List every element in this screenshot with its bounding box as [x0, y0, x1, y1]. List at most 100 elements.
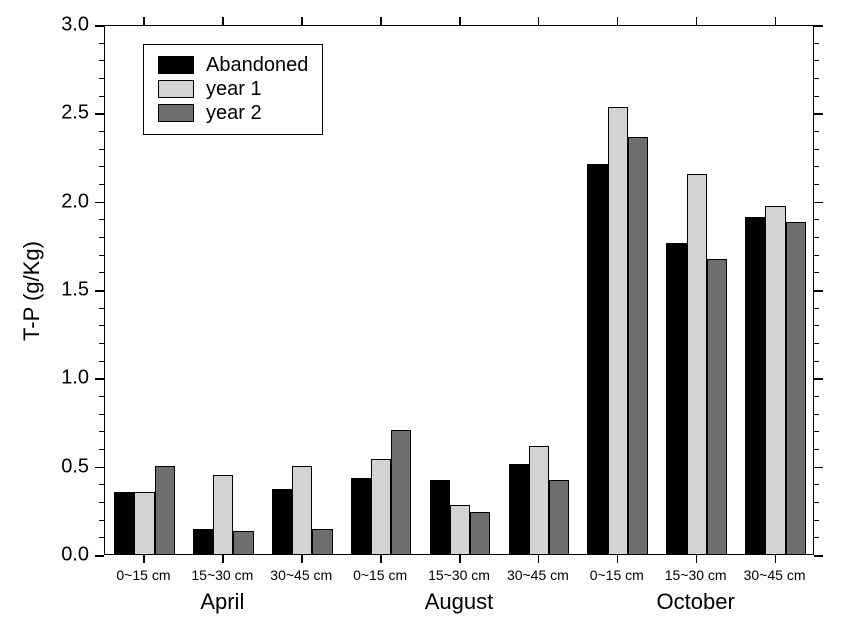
x-sub-label: 30~45 cm [270, 567, 332, 583]
bar [233, 531, 253, 554]
bar [666, 243, 686, 554]
bar [450, 505, 470, 554]
y-minor-tick [814, 431, 819, 432]
bar [155, 466, 175, 554]
y-minor-tick [814, 325, 819, 326]
y-tick [814, 555, 823, 557]
x-sub-label: 15~30 cm [665, 567, 727, 583]
x-sub-label: 0~15 cm [353, 567, 407, 583]
x-tick [459, 17, 461, 25]
x-sub-label: 0~15 cm [116, 567, 170, 583]
bar [193, 529, 213, 554]
x-tick [696, 555, 698, 563]
y-minor-tick [99, 184, 104, 185]
bar [371, 459, 391, 554]
bar [213, 475, 233, 555]
y-minor-tick [99, 449, 104, 450]
y-minor-tick [814, 396, 819, 397]
bar [707, 259, 727, 554]
x-group-label: October [657, 589, 735, 615]
y-minor-tick [814, 60, 819, 61]
bar [687, 174, 707, 554]
y-tick-label: 1.0 [0, 367, 89, 390]
bar [391, 430, 411, 554]
bar [608, 107, 628, 554]
y-tick-label: 0.5 [0, 455, 89, 478]
y-minor-tick [814, 361, 819, 362]
y-minor-tick [99, 414, 104, 415]
y-minor-tick [814, 131, 819, 132]
x-tick [143, 17, 145, 25]
y-minor-tick [814, 78, 819, 79]
bar [134, 492, 154, 554]
y-tick-label: 2.5 [0, 102, 89, 125]
x-tick [222, 555, 224, 563]
y-minor-tick [814, 184, 819, 185]
legend-label: year 1 [206, 78, 262, 101]
y-minor-tick [99, 520, 104, 521]
bar [470, 512, 490, 554]
x-sub-label: 30~45 cm [507, 567, 569, 583]
bar [529, 446, 549, 554]
x-tick [538, 555, 540, 563]
x-group-label: August [425, 589, 494, 615]
x-tick [775, 17, 777, 25]
y-tick [814, 378, 823, 380]
y-minor-tick [99, 272, 104, 273]
y-minor-tick [99, 484, 104, 485]
legend-swatch [158, 56, 194, 74]
y-tick [814, 467, 823, 469]
x-tick [459, 555, 461, 563]
x-tick [380, 555, 382, 563]
tp-bar-chart: T-P (g/Kg) Abandonedyear 1year 2 0.00.51… [0, 0, 850, 642]
y-minor-tick [99, 325, 104, 326]
y-minor-tick [99, 166, 104, 167]
y-minor-tick [99, 237, 104, 238]
bar [430, 480, 450, 554]
x-tick [380, 17, 382, 25]
legend-swatch [158, 104, 194, 122]
bar [509, 464, 529, 554]
y-minor-tick [99, 131, 104, 132]
y-minor-tick [99, 78, 104, 79]
y-minor-tick [99, 396, 104, 397]
y-minor-tick [99, 343, 104, 344]
y-minor-tick [99, 60, 104, 61]
y-minor-tick [99, 43, 104, 44]
x-tick [696, 17, 698, 25]
y-minor-tick [814, 502, 819, 503]
x-tick [301, 555, 303, 563]
x-sub-label: 0~15 cm [590, 567, 644, 583]
x-tick [617, 17, 619, 25]
y-minor-tick [814, 43, 819, 44]
y-minor-tick [814, 484, 819, 485]
bar [114, 492, 134, 554]
y-minor-tick [814, 520, 819, 521]
bar [272, 489, 292, 554]
bar [765, 206, 785, 554]
legend: Abandonedyear 1year 2 [143, 44, 323, 135]
y-minor-tick [99, 361, 104, 362]
x-tick [617, 555, 619, 563]
y-tick [95, 555, 104, 557]
y-minor-tick [814, 272, 819, 273]
y-tick [95, 290, 104, 292]
x-tick [775, 555, 777, 563]
x-group-label: April [200, 589, 244, 615]
x-tick [538, 17, 540, 25]
y-tick [95, 378, 104, 380]
bar [745, 217, 765, 554]
x-tick [143, 555, 145, 563]
y-minor-tick [814, 237, 819, 238]
legend-label: year 2 [206, 102, 262, 125]
y-tick-label: 1.5 [0, 279, 89, 302]
y-minor-tick [99, 537, 104, 538]
legend-label: Abandoned [206, 54, 308, 77]
y-tick [95, 467, 104, 469]
legend-item: year 2 [158, 102, 308, 125]
legend-swatch [158, 80, 194, 98]
bar [312, 529, 332, 554]
legend-item: Abandoned [158, 54, 308, 77]
bar [786, 222, 806, 554]
y-minor-tick [99, 502, 104, 503]
